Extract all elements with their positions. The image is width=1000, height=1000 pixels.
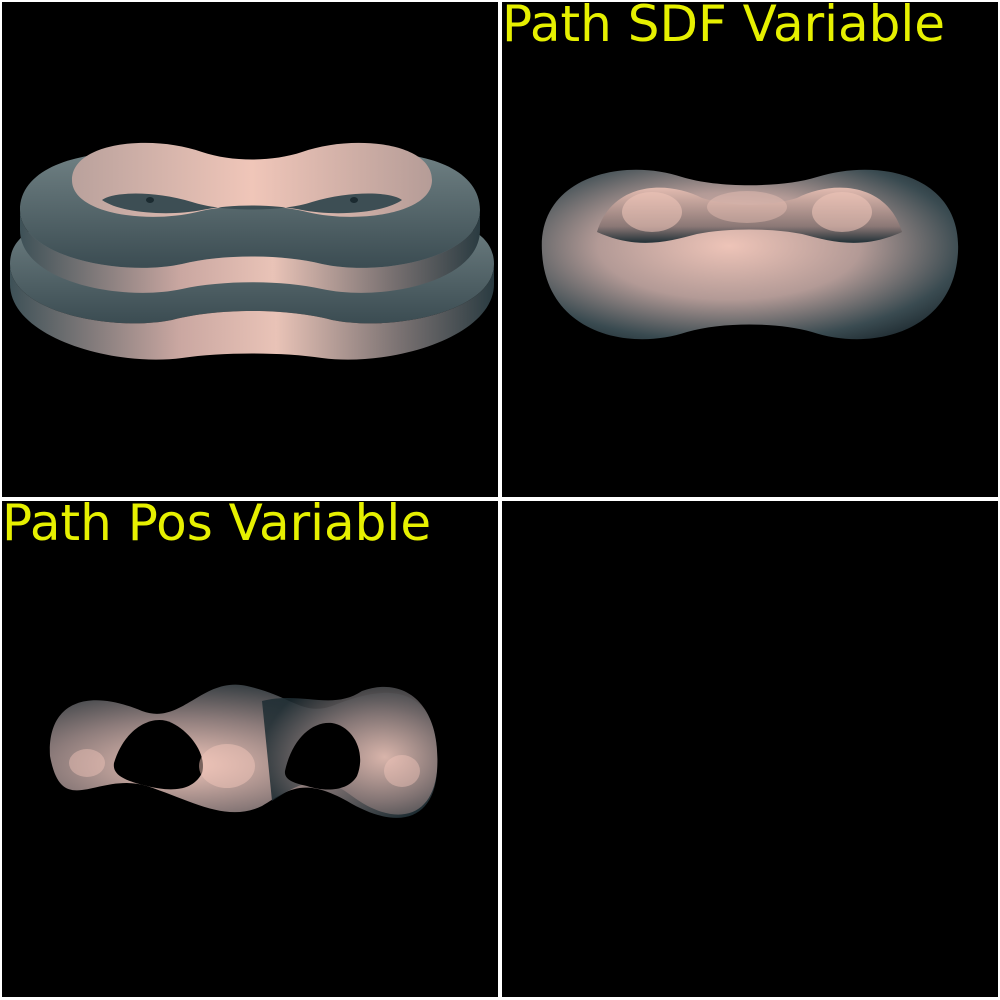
extruded-plates-render [10, 142, 494, 360]
wavy-ribbon-render [49, 684, 438, 818]
viewport-bottom-left[interactable]: Path Pos Variable [2, 501, 498, 997]
peanut-torus-render [541, 169, 959, 340]
viewport-top-left[interactable] [2, 2, 498, 497]
viewport-label: Path SDF Variable [502, 2, 946, 53]
viewport-bottom-right[interactable] [502, 501, 998, 997]
viewport-top-right[interactable]: Path SDF Variable [502, 2, 998, 497]
viewport-label: Path Pos Variable [2, 501, 432, 552]
